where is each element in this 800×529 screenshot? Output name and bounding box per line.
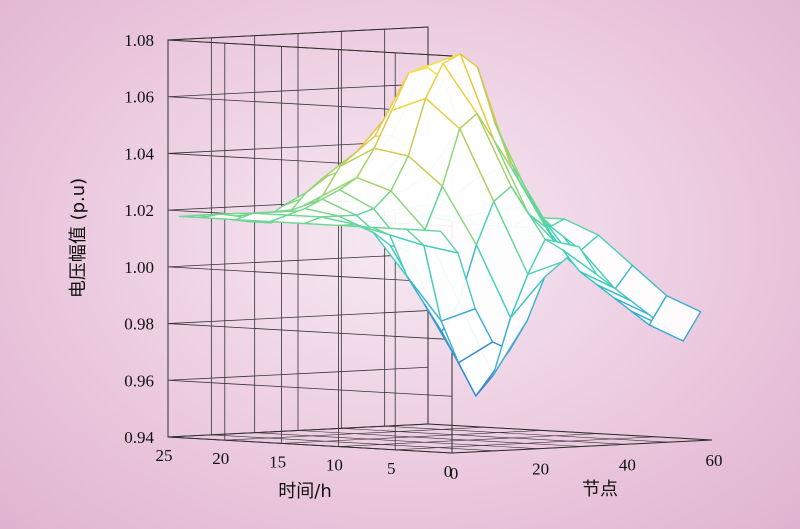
floor-gridline-x — [297, 430, 583, 447]
floor-gridline-x — [254, 432, 539, 449]
floor-gridline-y — [167, 423, 429, 438]
floor-gridline-x — [341, 428, 626, 445]
tick-labels: 0.94 0.96 0.98 1.00 1.02 1.04 1.06 1.08 0 20 40 60 0… — [124, 31, 722, 483]
x-tick-label: 20 — [532, 460, 549, 479]
z-tick-label: 0.98 — [124, 315, 154, 334]
surface-cell — [648, 294, 702, 342]
z-axis-label: 电压幅值 (p.u) — [68, 178, 89, 298]
floor-gridline-x — [384, 425, 669, 443]
z-tick-label: 1.02 — [124, 201, 154, 220]
y-tick-label: 20 — [212, 449, 229, 468]
floor-gridline-y — [338, 433, 599, 447]
z-gridline — [167, 423, 453, 454]
floor-gridline-y — [281, 430, 542, 444]
z-tick-label: 0.94 — [124, 428, 154, 447]
y-tick-label: 15 — [269, 452, 286, 471]
floor-gridline-x — [167, 436, 453, 454]
z-gridline — [167, 366, 453, 397]
z-gridline — [167, 310, 453, 340]
z-tick-label: 1.06 — [124, 88, 154, 107]
y-tick-label: 0 — [444, 462, 453, 481]
z-tick-label: 1.00 — [124, 258, 154, 277]
floor-gridline-x — [211, 434, 496, 452]
z-tick-label: 0.96 — [124, 371, 154, 390]
y-tick-label: 10 — [326, 456, 343, 475]
floor-gridline-y — [224, 426, 485, 441]
floor-gridline-y — [395, 436, 656, 451]
y-tick-label: 5 — [387, 459, 396, 478]
z-gridline — [167, 26, 453, 57]
x-tick-label: 40 — [619, 455, 636, 474]
x-tick-label: 0 — [450, 464, 459, 483]
floor-gridline-x — [427, 423, 713, 441]
z-tick-label: 1.08 — [124, 31, 154, 50]
x-axis-label: 节点 — [582, 479, 618, 500]
voltage-surface — [178, 53, 702, 397]
z-tick-label: 1.04 — [124, 144, 154, 163]
y-axis-label: 时间/h — [278, 481, 331, 502]
floor-gridline-y — [451, 439, 713, 454]
y-tick-label: 25 — [156, 446, 173, 465]
x-tick-label: 60 — [706, 451, 723, 470]
